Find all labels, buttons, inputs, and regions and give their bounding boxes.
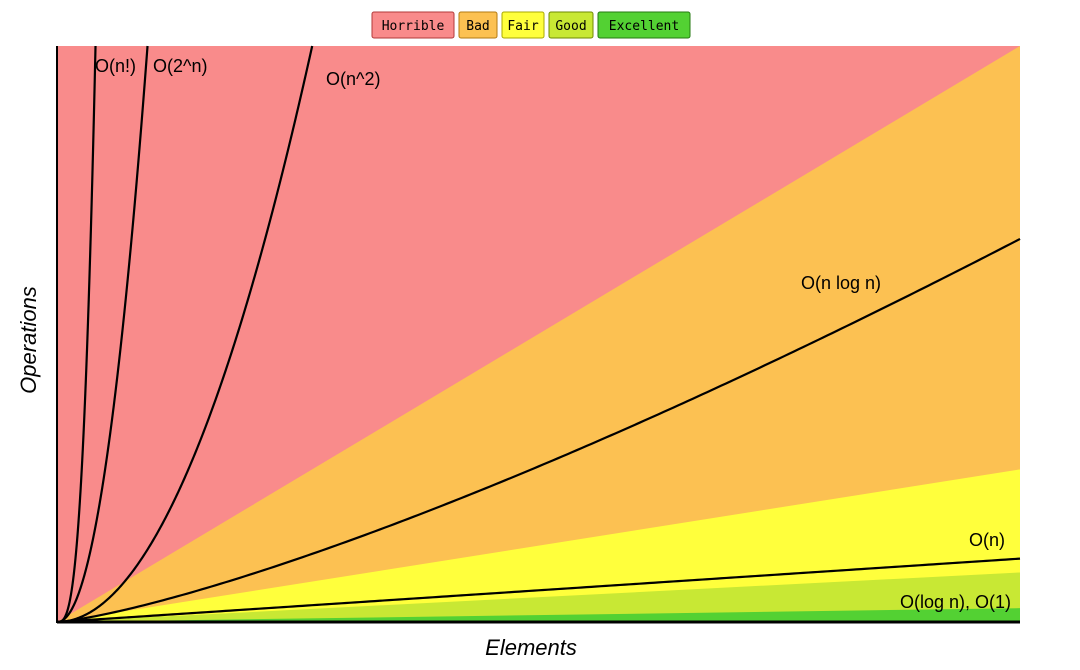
complexity-regions — [57, 46, 1020, 622]
region-good — [57, 572, 1020, 622]
curve-labels: O(n!) O(2^n) O(n^2) O(n log n) O(n) O(log n),… — [95, 56, 1011, 612]
region-fair — [57, 469, 1020, 622]
region-excellent — [57, 608, 1020, 622]
legend-item-excellent: Excellent — [597, 11, 691, 39]
label-o-n-2: O(n^2) — [326, 69, 380, 89]
legend-label: Horrible — [382, 19, 445, 34]
x-axis-title: Elements — [485, 635, 577, 660]
curve-o-n-2 — [56, 45, 314, 624]
legend-swatch — [597, 11, 691, 39]
legend-label: Good — [555, 19, 586, 34]
legend-label: Fair — [507, 19, 538, 34]
legend-label: Excellent — [609, 19, 679, 34]
legend-item-bad: Bad — [458, 11, 498, 39]
label-o-n-log-n: O(n log n) — [801, 273, 881, 293]
y-axis-title: Operations — [16, 286, 41, 394]
legend-label: Bad — [466, 19, 489, 34]
legend-item-horrible: Horrible — [371, 11, 455, 39]
region-bad — [57, 46, 1020, 622]
legend-swatch — [458, 11, 498, 39]
label-o-2-n: O(2^n) — [153, 56, 207, 76]
curve-o-n — [56, 557, 1021, 624]
curve-o-n-log-n — [56, 237, 1021, 624]
label-o-n: O(n) — [969, 530, 1005, 550]
legend-item-fair: Fair — [501, 11, 545, 39]
legend-swatch — [371, 11, 455, 39]
legend-swatch — [548, 11, 594, 39]
legend: Horrible Bad Fair Good Excellent — [371, 11, 691, 39]
legend-swatch — [501, 11, 545, 39]
label-o-log-n-o-1: O(log n), O(1) — [900, 592, 1011, 612]
legend-item-good: Good — [548, 11, 594, 39]
curve-o-2-n — [56, 45, 149, 624]
label-o-n: O(n!) — [95, 56, 136, 76]
